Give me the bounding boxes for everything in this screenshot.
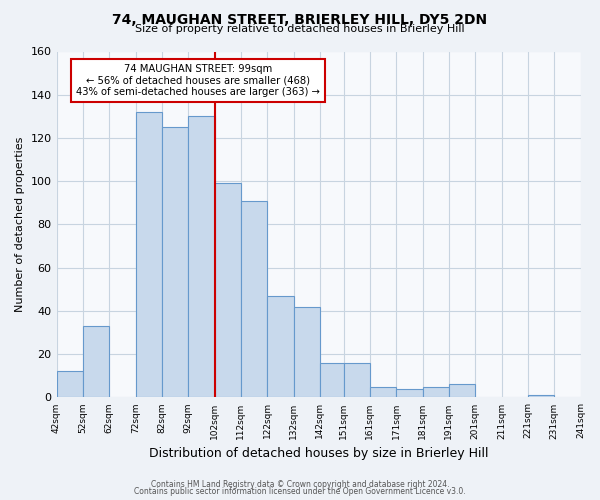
Bar (370, 386, 396, 398)
Bar (320, 363, 344, 398)
Bar (56, 372, 83, 398)
Bar (188, 116, 215, 398)
Bar (215, 184, 241, 398)
X-axis label: Distribution of detached houses by size in Brierley Hill: Distribution of detached houses by size … (149, 447, 488, 460)
Bar (83, 326, 109, 398)
Bar (293, 306, 320, 398)
Bar (449, 384, 475, 398)
Y-axis label: Number of detached properties: Number of detached properties (15, 137, 25, 312)
Bar (528, 396, 554, 398)
Bar (267, 296, 293, 398)
Bar (344, 363, 370, 398)
Bar (422, 386, 449, 398)
Text: Size of property relative to detached houses in Brierley Hill: Size of property relative to detached ho… (135, 24, 465, 34)
Text: 74, MAUGHAN STREET, BRIERLEY HILL, DY5 2DN: 74, MAUGHAN STREET, BRIERLEY HILL, DY5 2… (112, 12, 488, 26)
Bar (396, 389, 422, 398)
Text: Contains HM Land Registry data © Crown copyright and database right 2024.: Contains HM Land Registry data © Crown c… (151, 480, 449, 489)
Bar (136, 112, 162, 398)
Bar (241, 200, 267, 398)
Text: Contains public sector information licensed under the Open Government Licence v3: Contains public sector information licen… (134, 488, 466, 496)
Text: 74 MAUGHAN STREET: 99sqm
← 56% of detached houses are smaller (468)
43% of semi-: 74 MAUGHAN STREET: 99sqm ← 56% of detach… (76, 64, 320, 97)
Bar (162, 127, 188, 398)
